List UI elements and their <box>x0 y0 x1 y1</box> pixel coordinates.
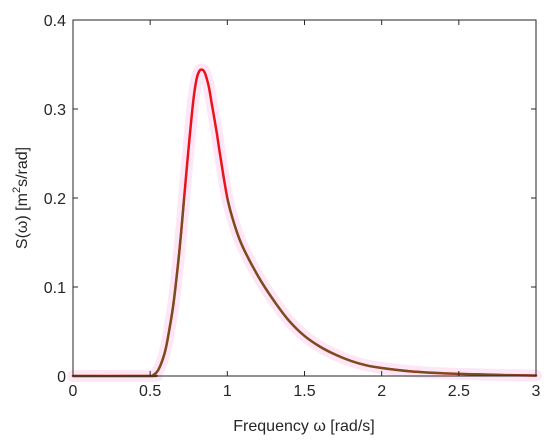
x-tick-label: 2 <box>377 383 386 400</box>
spectrum-curve <box>71 68 538 378</box>
y-tick-label: 0 <box>57 369 66 386</box>
y-axis-title-end: s/rad] <box>14 147 31 187</box>
y-tick-label: 0.2 <box>44 191 66 208</box>
y-tick-label: 0.3 <box>44 102 66 119</box>
y-axis-title-superscript: 2 <box>11 187 23 193</box>
x-tick-label: 1 <box>223 383 232 400</box>
plot-area <box>73 20 536 376</box>
y-tick-label: 0.4 <box>44 13 66 30</box>
y-tick-label: 0.1 <box>44 280 66 297</box>
y-axis-title: S(ω) [m2s/rad] <box>11 147 31 249</box>
x-axis-title: Frequency ω [rad/s] <box>233 418 374 435</box>
x-tick-label: 1.5 <box>293 383 315 400</box>
x-tick-label: 2.5 <box>448 383 470 400</box>
x-axis-ticks: 0 0.5 1 1.5 2 2.5 3 <box>69 20 541 400</box>
x-tick-label: 0.5 <box>139 383 161 400</box>
y-axis-ticks: 0 0.1 0.2 0.3 0.4 <box>44 13 536 386</box>
x-tick-label: 0 <box>69 383 78 400</box>
curve-line-shade <box>71 198 538 378</box>
y-axis-title-main: S(ω) [m <box>14 193 31 249</box>
x-tick-label: 3 <box>532 383 541 400</box>
